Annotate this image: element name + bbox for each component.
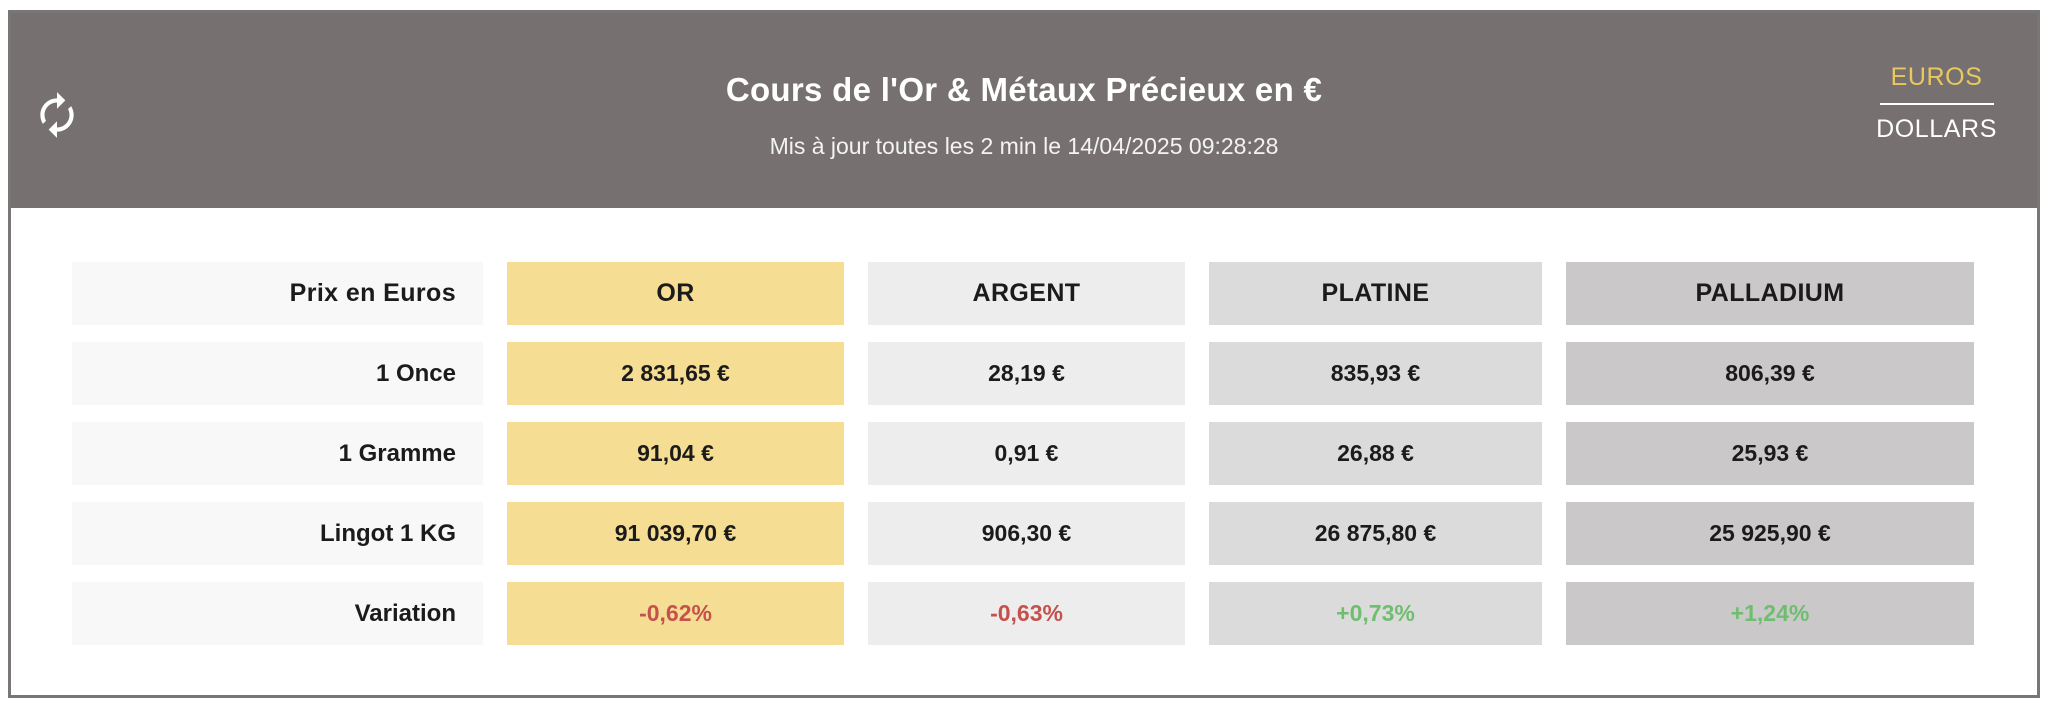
last-updated-text: Mis à jour toutes les 2 min le 14/04/202…: [769, 133, 1279, 159]
refresh-icon: [40, 92, 74, 138]
page-title: Cours de l'Or & Métaux Précieux en €: [725, 71, 1323, 108]
row-label-gramme: 1 Gramme: [72, 422, 483, 485]
currency-toggle: EUROS DOLLARS: [1876, 63, 1997, 144]
price-cell-palladium-once: 806,39 €: [1566, 342, 1974, 405]
price-cell-palladium-gramme: 25,93 €: [1566, 422, 1974, 485]
price-table-container: Prix en Euros OR ARGENT PLATINE PALLADIU…: [11, 208, 2037, 645]
refresh-button[interactable]: [31, 89, 83, 141]
price-cell-platine-lingot: 26 875,80 €: [1209, 502, 1542, 565]
currency-toggle-divider: [1879, 103, 1994, 105]
price-cell-argent-gramme: 0,91 €: [868, 422, 1185, 485]
row-label-lingot: Lingot 1 KG: [72, 502, 483, 565]
price-cell-platine-gramme: 26,88 €: [1209, 422, 1542, 485]
currency-option-euros[interactable]: EUROS: [1890, 63, 1983, 91]
price-cell-or-gramme: 91,04 €: [507, 422, 844, 485]
row-label-once: 1 Once: [72, 342, 483, 405]
column-header-or: OR: [507, 262, 844, 325]
corner-header: Prix en Euros: [72, 262, 483, 325]
column-header-platine: PLATINE: [1209, 262, 1542, 325]
currency-option-dollars[interactable]: DOLLARS: [1876, 115, 1997, 143]
column-header-argent: ARGENT: [868, 262, 1185, 325]
variation-cell-palladium: +1,24%: [1566, 582, 1974, 645]
widget-header: Cours de l'Or & Métaux Précieux en € Mis…: [11, 13, 2037, 208]
column-header-palladium: PALLADIUM: [1566, 262, 1974, 325]
row-label-variation: Variation: [72, 582, 483, 645]
variation-cell-argent: -0,63%: [868, 582, 1185, 645]
gold-price-widget: Cours de l'Or & Métaux Précieux en € Mis…: [8, 10, 2040, 698]
price-cell-palladium-lingot: 25 925,90 €: [1566, 502, 1974, 565]
variation-cell-platine: +0,73%: [1209, 582, 1542, 645]
variation-cell-or: -0,62%: [507, 582, 844, 645]
price-cell-or-once: 2 831,65 €: [507, 342, 844, 405]
price-cell-argent-lingot: 906,30 €: [868, 502, 1185, 565]
price-cell-argent-once: 28,19 €: [868, 342, 1185, 405]
price-cell-or-lingot: 91 039,70 €: [507, 502, 844, 565]
price-table: Prix en Euros OR ARGENT PLATINE PALLADIU…: [72, 262, 1975, 645]
price-cell-platine-once: 835,93 €: [1209, 342, 1542, 405]
